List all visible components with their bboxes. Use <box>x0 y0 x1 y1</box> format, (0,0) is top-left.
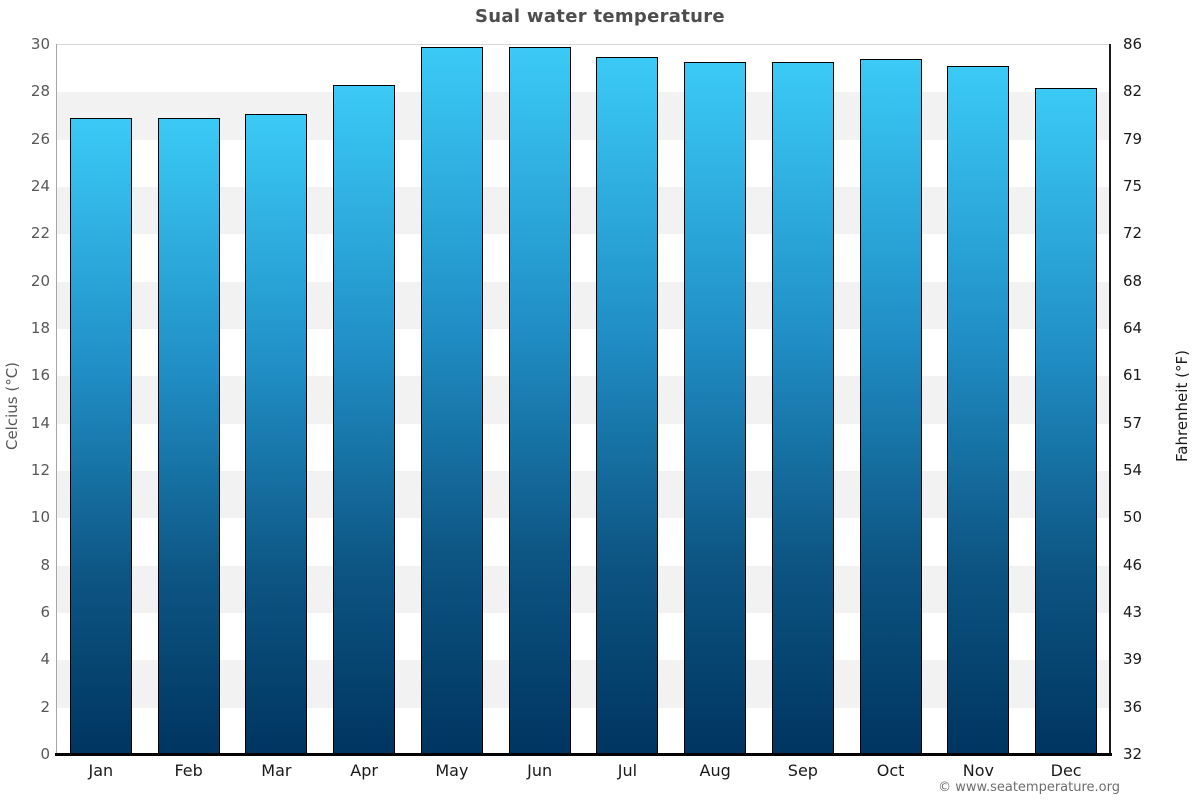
x-axis-line <box>55 753 1112 756</box>
fahrenheit-tick-label: 57 <box>1123 413 1143 432</box>
month-label-aug: Aug <box>699 761 731 780</box>
month-label-oct: Oct <box>876 761 905 780</box>
fahrenheit-tick-label: 36 <box>1123 697 1143 716</box>
bar-oct <box>859 59 922 755</box>
celsius-tick-label: 8 <box>40 555 50 574</box>
bar-dec <box>1035 87 1098 755</box>
bar-may <box>420 47 483 755</box>
celsius-axis-title: Celcius (°C) <box>3 361 21 451</box>
grid-band <box>57 660 1110 708</box>
month-label-jun: Jun <box>527 761 553 780</box>
celsius-tick-label: 28 <box>30 82 50 101</box>
month-label-mar: Mar <box>261 761 292 780</box>
grid-band <box>57 281 1110 329</box>
fahrenheit-axis-title: Fahrenheit (°F) <box>1173 350 1191 462</box>
plot-area <box>57 44 1110 755</box>
celsius-tick-label: 14 <box>30 413 50 432</box>
fahrenheit-tick-label: 82 <box>1123 82 1143 101</box>
grid-band <box>57 565 1110 613</box>
grid-band <box>57 45 1110 93</box>
grid-band <box>57 329 1110 377</box>
grid-band <box>57 376 1110 424</box>
fahrenheit-tick-label: 75 <box>1123 177 1143 195</box>
celsius-tick-label: 26 <box>30 129 50 148</box>
celsius-tick-label: 4 <box>40 650 50 669</box>
month-label-nov: Nov <box>962 761 994 780</box>
celsius-tick-label: 6 <box>40 603 50 621</box>
month-label-apr: Apr <box>350 761 378 780</box>
bar-aug <box>684 61 747 755</box>
bar-nov <box>947 66 1010 755</box>
celsius-tick-label: 2 <box>40 697 50 716</box>
bar-jul <box>596 56 659 755</box>
month-label-jul: Jul <box>617 761 638 780</box>
grid-band <box>57 518 1110 566</box>
celsius-tick-label: 10 <box>30 508 50 527</box>
fahrenheit-tick-label: 61 <box>1123 366 1143 385</box>
fahrenheit-tick-label: 64 <box>1123 319 1143 337</box>
grid-band <box>57 187 1110 235</box>
celsius-tick-label: 20 <box>30 271 50 290</box>
celsius-axis-line <box>56 44 57 754</box>
celsius-tick-label: 30 <box>30 35 50 53</box>
fahrenheit-tick-label: 72 <box>1123 224 1143 243</box>
month-label-may: May <box>435 761 469 780</box>
bar-jun <box>508 47 571 755</box>
month-label-dec: Dec <box>1050 761 1082 780</box>
grid-band <box>57 613 1110 661</box>
fahrenheit-axis-line <box>1109 44 1111 754</box>
copyright-link[interactable]: © www.seatemperature.org <box>938 780 1120 795</box>
fahrenheit-tick-label: 86 <box>1123 35 1143 53</box>
grid-band <box>57 707 1110 755</box>
celsius-tick-label: 12 <box>30 461 50 479</box>
grid-band <box>57 92 1110 140</box>
grid-band <box>57 423 1110 471</box>
month-label-sep: Sep <box>787 761 818 780</box>
fahrenheit-tick-label: 79 <box>1123 129 1143 148</box>
fahrenheit-tick-label: 39 <box>1123 650 1143 669</box>
grid-band <box>57 471 1110 519</box>
celsius-tick-label: 18 <box>30 319 50 337</box>
month-label-jan: Jan <box>88 761 114 780</box>
celsius-tick-label: 24 <box>30 177 50 195</box>
celsius-tick-label: 0 <box>40 745 50 763</box>
fahrenheit-tick-label: 32 <box>1123 745 1143 763</box>
grid-band <box>57 139 1110 187</box>
celsius-tick-label: 22 <box>30 224 50 243</box>
bar-apr <box>333 85 396 755</box>
bar-jan <box>69 118 132 755</box>
fahrenheit-tick-label: 54 <box>1123 461 1143 479</box>
chart-title: Sual water temperature <box>475 6 725 27</box>
fahrenheit-tick-label: 68 <box>1123 271 1143 290</box>
celsius-tick-label: 16 <box>30 366 50 385</box>
fahrenheit-tick-label: 43 <box>1123 603 1143 621</box>
bar-sep <box>771 61 834 755</box>
fahrenheit-tick-label: 46 <box>1123 555 1143 574</box>
bar-feb <box>157 118 220 755</box>
month-label-feb: Feb <box>174 761 203 780</box>
bar-mar <box>245 113 308 755</box>
fahrenheit-tick-label: 50 <box>1123 508 1143 527</box>
grid-band <box>57 234 1110 282</box>
